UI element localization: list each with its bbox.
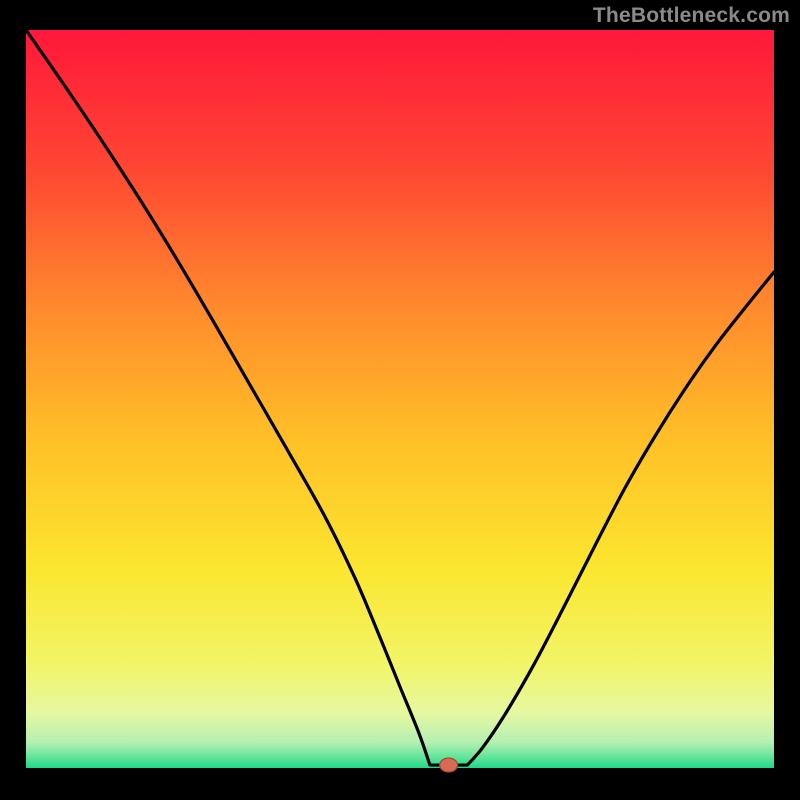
- bottleneck-chart: [0, 0, 800, 800]
- gradient-background: [26, 30, 774, 768]
- chart-root: TheBottleneck.com: [0, 0, 800, 800]
- minimum-marker: [440, 758, 458, 772]
